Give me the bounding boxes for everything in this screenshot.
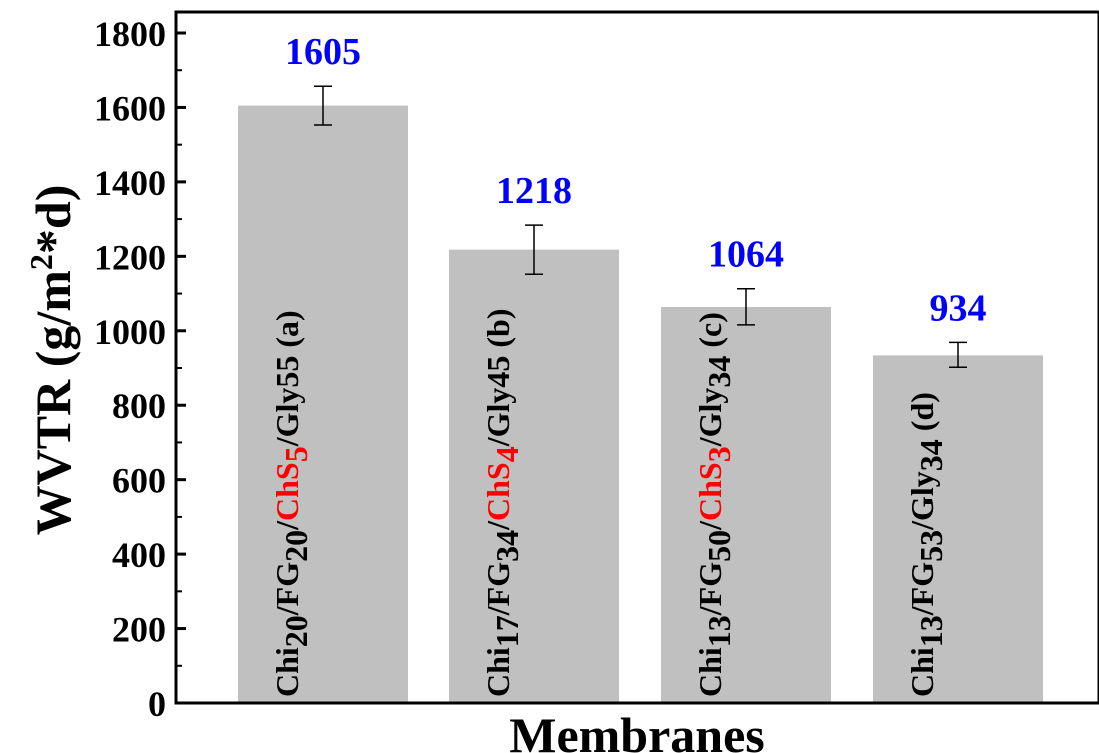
category-label-part: 34 <box>701 356 737 388</box>
category-label-part: /FG <box>269 562 305 616</box>
value-label-3: 1064 <box>708 234 784 276</box>
bar-4 <box>873 355 1043 703</box>
category-label-part: ChS <box>269 462 305 521</box>
category-label-part: 5 <box>278 446 314 462</box>
category-label-part: 17 <box>489 615 525 647</box>
plot-frame <box>174 10 1099 705</box>
category-label-part: 34 <box>913 439 949 471</box>
category-label-part: 3 <box>701 446 737 462</box>
category-label-part: /Gly <box>692 388 728 448</box>
category-label-part: /FG <box>692 562 728 616</box>
value-label-2: 1218 <box>496 170 572 212</box>
category-label-part: /Gly <box>269 388 305 448</box>
y-tick-label: 1000 <box>94 312 166 352</box>
category-label-part: 34 <box>489 530 525 562</box>
category-label-part: /Gly <box>480 388 516 448</box>
category-label-part: Chi <box>269 647 305 697</box>
category-label-part: 20 <box>278 615 314 647</box>
bar-1 <box>238 105 408 704</box>
category-label-part: / <box>692 520 728 531</box>
y-ticks-layer: 0 200 400 600 800 1000 1200 1400 1600 1800 <box>94 14 186 724</box>
y-tick-label: 1800 <box>94 14 166 54</box>
y-axis-title: WVTR (g/m2*d) <box>23 185 81 536</box>
category-label-part: 13 <box>701 615 737 647</box>
bars-layer <box>238 105 1043 704</box>
y-tick-label: 200 <box>112 610 166 650</box>
category-label-part: Chi <box>904 647 940 697</box>
category-label-part: (c) <box>692 312 728 356</box>
category-label-part: ChS <box>692 462 728 521</box>
y-tick-label: 400 <box>112 535 166 575</box>
category-label-part: 13 <box>913 615 949 647</box>
y-axis-title-tail: *d) <box>25 185 81 254</box>
y-tick-label: 1400 <box>94 163 166 203</box>
value-labels-layer: 1605 1218 1064 934 <box>285 31 987 329</box>
category-label-part: /FG <box>480 562 516 616</box>
bar-2 <box>449 249 619 703</box>
y-axis-title-main: WVTR (g/m <box>25 270 81 535</box>
value-label-1: 1605 <box>285 31 361 73</box>
category-label-part: /FG <box>904 562 940 616</box>
category-label-part: / <box>480 520 516 531</box>
y-tick-label: 1200 <box>94 237 166 277</box>
category-label-part: 45 (b) <box>480 309 516 388</box>
category-label-part: / <box>269 520 305 531</box>
category-label-part: 4 <box>489 446 525 462</box>
bar-3 <box>661 306 831 703</box>
category-label-4: Chi13/FG53/Gly34 (d) <box>904 392 949 697</box>
y-axis-title-sup: 2 <box>23 254 59 270</box>
value-label-4: 934 <box>930 287 987 329</box>
x-axis-title: Membranes <box>509 707 765 753</box>
category-label-part: 55 (a) <box>269 310 305 387</box>
category-label-part: (d) <box>904 392 940 439</box>
category-label-part: ChS <box>480 462 516 521</box>
category-label-part: 20 <box>278 530 314 562</box>
category-label-1: Chi20/FG20/ChS5/Gly55 (a) <box>269 310 314 697</box>
error-bars-layer <box>314 85 967 369</box>
y-tick-label: 1600 <box>94 88 166 128</box>
category-label-part: Chi <box>480 647 516 697</box>
category-label-part: Chi <box>692 647 728 697</box>
category-labels-layer: Chi20/FG20/ChS5/Gly55 (a)Chi17/FG34/ChS4… <box>269 309 949 698</box>
category-label-3: Chi13/FG50/ChS3/Gly34 (c) <box>692 312 737 697</box>
category-label-part: 50 <box>701 530 737 562</box>
category-label-part: 53 <box>913 530 949 562</box>
category-label-2: Chi17/FG34/ChS4/Gly45 (b) <box>480 309 525 698</box>
y-tick-label: 0 <box>148 684 166 724</box>
y-tick-label: 800 <box>112 386 166 426</box>
category-label-part: /Gly <box>904 471 940 531</box>
y-tick-label: 600 <box>112 461 166 501</box>
